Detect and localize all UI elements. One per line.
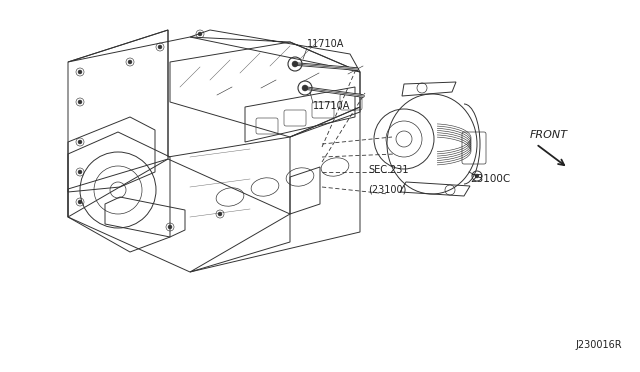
Text: (23100): (23100) [368,184,406,194]
Circle shape [198,32,202,36]
Text: J230016R: J230016R [575,340,622,350]
Circle shape [78,100,82,104]
Circle shape [78,70,82,74]
Circle shape [128,60,132,64]
Text: FRONT: FRONT [530,130,568,140]
Circle shape [475,174,479,178]
Text: 11710A: 11710A [313,101,350,111]
Circle shape [292,61,298,67]
Text: SEC.231: SEC.231 [368,165,408,175]
Circle shape [302,85,308,91]
Circle shape [168,225,172,229]
Circle shape [78,200,82,204]
Circle shape [78,140,82,144]
Text: 23100C: 23100C [470,174,510,184]
Text: 11710A: 11710A [307,39,344,49]
Circle shape [158,45,162,49]
Circle shape [218,212,222,216]
Circle shape [78,170,82,174]
